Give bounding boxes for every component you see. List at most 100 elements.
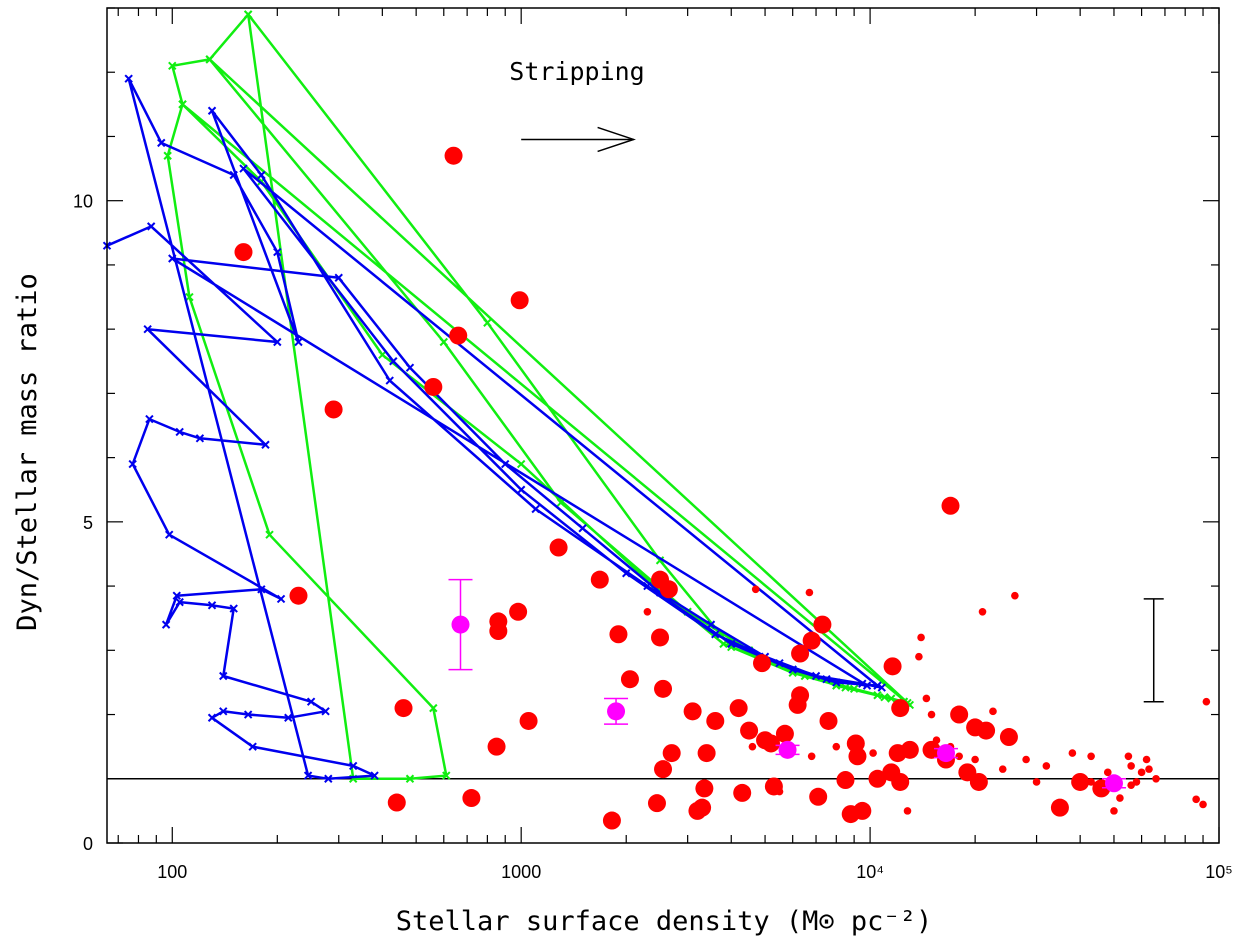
- red-point: [733, 783, 752, 802]
- small-red-point: [869, 749, 877, 757]
- small-red-point: [807, 752, 816, 761]
- red-point: [900, 740, 919, 759]
- red-point: [809, 787, 828, 806]
- series-1-marker: [257, 585, 266, 594]
- small-red-point: [1142, 755, 1151, 764]
- series-1-marker: [273, 337, 282, 347]
- series-1-marker: [578, 524, 587, 533]
- small-red-point: [1022, 755, 1030, 764]
- red-point: [444, 146, 463, 165]
- series-1-marker: [775, 658, 784, 668]
- red-point: [706, 711, 725, 730]
- red-point: [487, 737, 506, 756]
- series-1-marker: [822, 675, 831, 684]
- red-point: [662, 744, 681, 763]
- series-1-marker: [643, 581, 652, 591]
- series-1-marker: [175, 597, 184, 607]
- series-1-marker: [207, 601, 217, 610]
- series-0-marker: [243, 10, 253, 19]
- plot-marks: [102, 10, 1219, 830]
- x-tick-label: 1000: [501, 862, 541, 882]
- small-red-point: [915, 652, 923, 661]
- red-point: [549, 538, 568, 557]
- series-0-marker: [516, 459, 526, 469]
- red-point: [775, 724, 794, 743]
- series-1-marker: [706, 620, 716, 629]
- series-1-marker: [157, 138, 166, 148]
- small-red-point: [903, 807, 912, 815]
- small-red-point: [927, 710, 936, 719]
- series-1-marker: [405, 363, 415, 372]
- small-red-point: [1127, 762, 1135, 770]
- series-1-marker: [145, 414, 154, 424]
- magenta-point: [451, 615, 470, 634]
- series-1-marker: [273, 247, 282, 257]
- red-point: [659, 580, 678, 599]
- small-red-point: [1152, 774, 1160, 783]
- red-point: [1071, 772, 1090, 791]
- small-red-point: [751, 585, 760, 594]
- x-tick-label: 100: [157, 862, 187, 882]
- red-point: [394, 699, 413, 718]
- small-red-point: [1124, 752, 1133, 761]
- series-1-marker: [303, 771, 313, 780]
- red-point: [509, 602, 528, 621]
- series-0-marker: [483, 318, 492, 327]
- red-point: [958, 763, 977, 782]
- series-0-marker: [378, 350, 387, 360]
- red-point: [941, 496, 960, 515]
- annotation-text: Stripping: [509, 57, 644, 86]
- red-point: [424, 377, 443, 396]
- series-1-line: [106, 77, 883, 781]
- small-red-point: [805, 588, 814, 597]
- red-point: [462, 789, 481, 808]
- series-1-marker: [175, 427, 184, 437]
- red-point: [609, 625, 628, 644]
- small-red-point: [1110, 807, 1118, 815]
- series-1-marker: [385, 376, 394, 385]
- series-1-marker: [124, 74, 133, 83]
- red-point: [647, 794, 666, 813]
- series-1-marker: [219, 707, 228, 716]
- small-red-point: [1192, 795, 1200, 804]
- small-red-point: [1127, 781, 1135, 789]
- small-red-point: [1011, 591, 1019, 600]
- series-1-marker: [172, 591, 181, 600]
- y-tick-label: 10: [73, 192, 93, 212]
- series-1-marker: [501, 459, 510, 469]
- red-point: [489, 622, 508, 641]
- red-point: [752, 654, 771, 673]
- series-1-marker: [276, 594, 286, 604]
- red-point: [683, 702, 702, 721]
- series-1-marker: [207, 106, 217, 115]
- series-0-marker: [429, 703, 438, 713]
- small-red-point: [1202, 697, 1211, 706]
- red-point: [729, 699, 748, 718]
- series-1-marker: [389, 357, 398, 366]
- small-red-point: [1116, 794, 1124, 802]
- series-1-marker: [284, 713, 293, 722]
- series-1-marker: [207, 713, 217, 722]
- small-red-point: [1145, 765, 1153, 773]
- series-0-marker: [265, 530, 274, 539]
- small-red-point: [922, 694, 931, 703]
- red-point: [654, 679, 673, 698]
- series-1-marker: [348, 761, 358, 771]
- x-tick-label: 10⁵: [1205, 862, 1232, 882]
- series-1-marker: [622, 569, 631, 578]
- small-red-point: [1068, 749, 1077, 757]
- red-point: [693, 798, 712, 817]
- magenta-point: [1104, 774, 1123, 793]
- small-red-point: [978, 607, 987, 616]
- plot-frame: [106, 7, 1220, 844]
- small-red-point: [775, 787, 784, 796]
- red-point: [602, 811, 621, 830]
- plot-labels: Stellar surface density (M⊙ pc⁻²) Dyn/St…: [12, 57, 932, 937]
- red-point: [922, 740, 941, 759]
- y-tick-label: 5: [83, 513, 93, 533]
- magenta-point: [607, 702, 626, 721]
- series-1-marker: [711, 630, 720, 639]
- x-tick-label: 10⁴: [856, 862, 884, 882]
- small-red-point: [989, 707, 997, 716]
